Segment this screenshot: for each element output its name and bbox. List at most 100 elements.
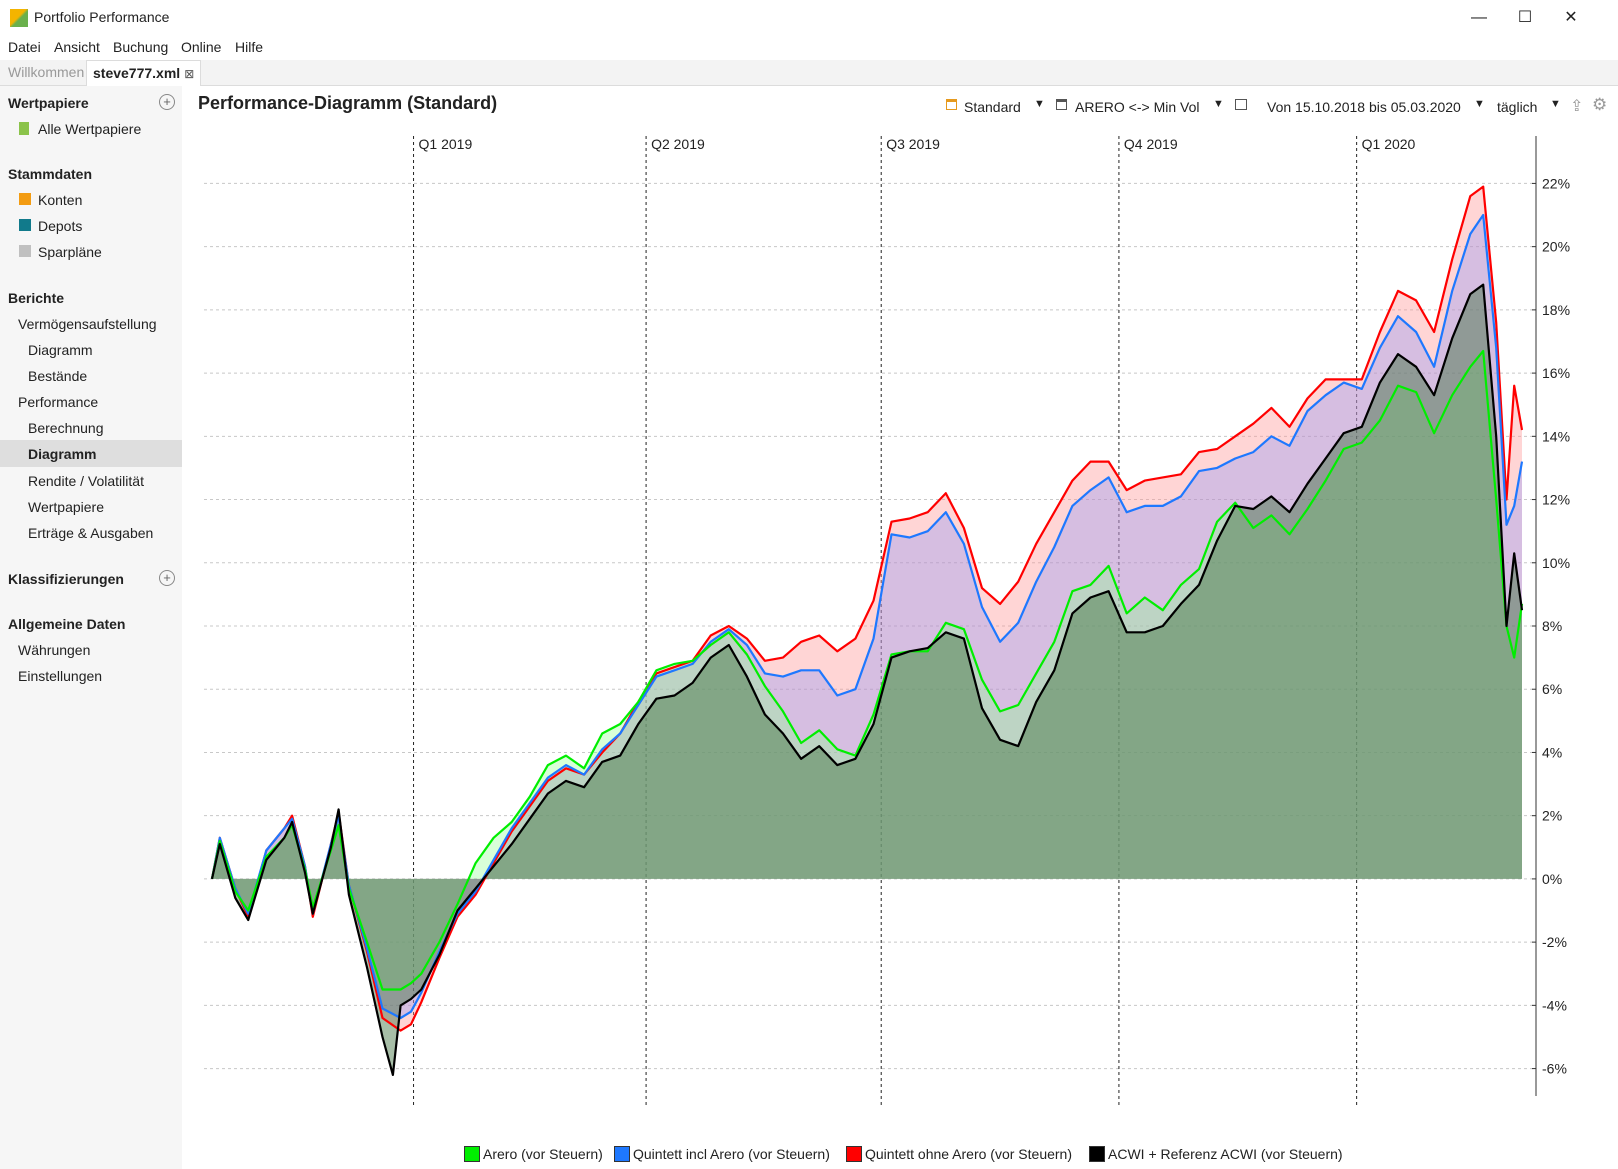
quarter-label: Q3 2019 — [886, 136, 940, 152]
y-tick-label: 6% — [1542, 681, 1562, 697]
legend-item-quintett-ohne[interactable]: Quintett ohne Arero (vor Steuern) — [846, 1146, 1072, 1162]
tab-file[interactable]: steve777.xml ⊠ — [86, 60, 202, 86]
sidebar-header-general: Allgemeine Daten — [8, 616, 126, 632]
tab-close-icon[interactable]: ⊠ — [184, 67, 195, 81]
y-tick-label: 18% — [1542, 302, 1570, 318]
y-tick-label: 8% — [1542, 618, 1562, 634]
y-tick-label: 12% — [1542, 492, 1570, 508]
editor-tab-bar: Willkommen steve777.xml ⊠ — [0, 60, 1618, 86]
y-tick-label: 4% — [1542, 744, 1562, 760]
sidebar-item-all-securities[interactable]: Alle Wertpapiere — [38, 121, 142, 137]
interval-dropdown[interactable]: täglich — [1497, 99, 1538, 115]
page-title: Performance-Diagramm (Standard) — [198, 93, 498, 113]
y-tick-label: -2% — [1542, 934, 1567, 950]
y-tick-label: 20% — [1542, 239, 1570, 255]
menu-online[interactable]: Online — [181, 39, 222, 55]
sidebar-item-savings-plans[interactable]: Sparpläne — [38, 244, 102, 260]
sidebar-item-performance[interactable]: Performance — [18, 394, 99, 410]
y-tick-label: -6% — [1542, 1061, 1567, 1077]
y-tick-label: 16% — [1542, 365, 1570, 381]
menu-datei[interactable]: Datei — [8, 39, 41, 55]
menu-buchung[interactable]: Buchung — [113, 39, 169, 55]
menu-bar: Datei Ansicht Buchung Online Hilfe — [0, 36, 1618, 60]
sidebar-item-asset-statement[interactable]: Vermögensaufstellung — [18, 316, 157, 332]
series-area-2 — [212, 186, 1522, 1031]
settings-gear-icon[interactable]: ⚙ — [1592, 95, 1608, 114]
legend-swatch-arero — [464, 1146, 480, 1162]
quarter-label: Q1 2020 — [1362, 136, 1416, 152]
y-tick-label: 2% — [1542, 808, 1562, 824]
legend-label-arero: Arero (vor Steuern) — [483, 1146, 603, 1162]
close-button[interactable]: ✕ — [1564, 9, 1578, 26]
sidebar-header-classifications: Klassifizierungen — [8, 571, 124, 587]
sidebar-item-depots[interactable]: Depots — [38, 218, 83, 234]
tab-welcome[interactable]: Willkommen — [8, 64, 85, 80]
quarter-label: Q4 2019 — [1124, 136, 1178, 152]
y-tick-label: 10% — [1542, 555, 1570, 571]
sidebar-item-currencies[interactable]: Währungen — [18, 642, 91, 658]
performance-chart: Q1 2019 Q2 2019 Q3 2019 Q4 2019 Q1 2020 22% 20… — [204, 136, 1570, 1106]
window-title: Portfolio Performance — [34, 9, 170, 25]
tab-file-label: steve777.xml — [93, 65, 181, 81]
sidebar-item-settings[interactable]: Einstellungen — [18, 668, 103, 684]
series-line-3 — [210, 283, 1524, 1077]
view-icon — [946, 99, 957, 110]
add-securities-icon[interactable]: + — [159, 94, 175, 110]
y-tick-label: 14% — [1542, 428, 1570, 444]
sidebar-item-holdings[interactable]: Bestände — [28, 368, 88, 384]
sidebar-item-calculation[interactable]: Berechnung — [28, 420, 104, 436]
series-area-0 — [212, 351, 1522, 990]
app-logo-icon — [10, 9, 28, 27]
sidebar-item-perf-securities[interactable]: Wertpapiere — [28, 499, 105, 515]
sidebar-item-perf-chart[interactable]: Diagramm — [28, 446, 97, 462]
series-set-icon — [1056, 99, 1067, 110]
view-dropdown-arrow-icon[interactable]: ▼ — [1034, 98, 1045, 110]
export-icon[interactable]: ⇪ — [1570, 98, 1584, 115]
legend-item-arero[interactable]: Arero (vor Steuern) — [464, 1146, 603, 1162]
legend-swatch-quintett-ohne — [846, 1146, 862, 1162]
calendar-icon — [1235, 99, 1247, 110]
savings-plans-icon — [19, 245, 31, 257]
series-area-1 — [212, 215, 1522, 1018]
quarter-label: Q2 2019 — [651, 136, 705, 152]
sidebar-header-masterdata: Stammdaten — [8, 166, 93, 182]
sidebar-item-accounts[interactable]: Konten — [38, 192, 83, 208]
minimize-button[interactable]: — — [1471, 9, 1487, 26]
sidebar-header-reports: Berichte — [8, 290, 65, 306]
legend-label-acwi: ACWI + Referenz ACWI (vor Steuern) — [1108, 1146, 1343, 1162]
add-classification-icon[interactable]: + — [159, 570, 175, 586]
sidebar-item-asset-chart[interactable]: Diagramm — [28, 342, 93, 358]
navigation-sidebar: Wertpapiere + Alle Wertpapiere Stammdate… — [0, 86, 182, 1169]
sidebar-selection-highlight — [0, 440, 182, 467]
sidebar-header-securities: Wertpapiere — [8, 95, 89, 111]
series-area-3 — [212, 284, 1522, 1075]
maximize-button[interactable]: ☐ — [1517, 9, 1533, 26]
series-set-dropdown-arrow-icon[interactable]: ▼ — [1213, 98, 1224, 110]
view-dropdown[interactable]: Standard — [964, 99, 1021, 115]
series-line-2 — [210, 185, 1524, 1032]
menu-hilfe[interactable]: Hilfe — [235, 39, 264, 55]
quarter-label: Q1 2019 — [419, 136, 473, 152]
period-dropdown[interactable]: Von 15.10.2018 bis 05.03.2020 — [1267, 99, 1461, 115]
legend-item-quintett-incl[interactable]: Quintett incl Arero (vor Steuern) — [614, 1146, 830, 1162]
series-line-0 — [210, 349, 1524, 991]
legend-swatch-quintett-incl — [614, 1146, 630, 1162]
series-set-dropdown[interactable]: ARERO <-> Min Vol — [1075, 99, 1200, 115]
legend-item-acwi[interactable]: ACWI + Referenz ACWI (vor Steuern) — [1089, 1146, 1343, 1162]
y-tick-label: 0% — [1542, 871, 1562, 887]
title-bar: Portfolio Performance — ☐ ✕ — [0, 0, 1618, 36]
securities-icon — [19, 122, 29, 135]
sidebar-item-return-volatility[interactable]: Rendite / Volatilität — [28, 473, 144, 489]
menu-ansicht[interactable]: Ansicht — [54, 39, 100, 55]
period-dropdown-arrow-icon[interactable]: ▼ — [1474, 98, 1485, 110]
legend-label-quintett-incl: Quintett incl Arero (vor Steuern) — [633, 1146, 830, 1162]
depots-icon — [19, 219, 31, 231]
y-tick-label: 22% — [1542, 175, 1570, 191]
sidebar-item-income-expenses[interactable]: Erträge & Ausgaben — [28, 525, 154, 541]
y-tick-label: -4% — [1542, 997, 1567, 1013]
accounts-icon — [19, 193, 31, 205]
interval-dropdown-arrow-icon[interactable]: ▼ — [1550, 98, 1561, 110]
series-line-1 — [210, 213, 1524, 1020]
legend-label-quintett-ohne: Quintett ohne Arero (vor Steuern) — [865, 1146, 1072, 1162]
legend-swatch-acwi — [1089, 1146, 1105, 1162]
